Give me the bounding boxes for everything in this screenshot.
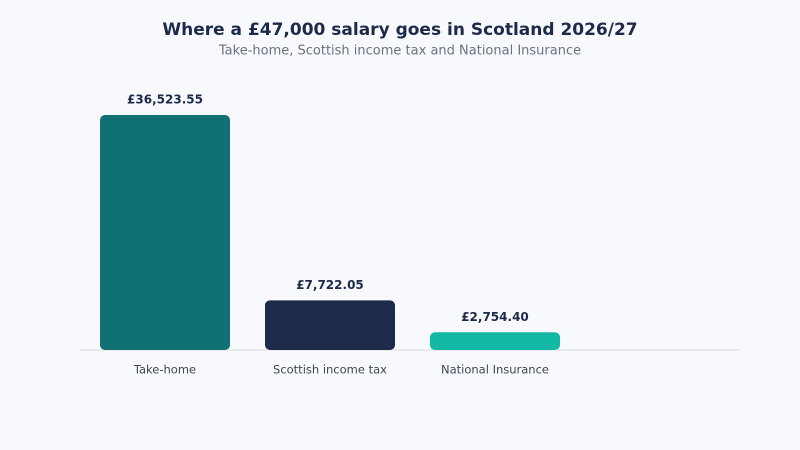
bar: [430, 332, 560, 350]
value-label: £2,754.40: [461, 310, 529, 324]
x-tick-label: National Insurance: [441, 363, 549, 377]
value-label: £7,722.05: [296, 278, 364, 292]
x-tick-label: Take-home: [133, 363, 196, 377]
value-label: £36,523.55: [127, 93, 203, 107]
chart-subtitle: Take-home, Scottish income tax and Natio…: [218, 44, 581, 59]
bar: [265, 300, 395, 350]
x-tick-label: Scottish income tax: [273, 363, 387, 377]
bar: [100, 115, 230, 350]
chart-title: Where a £47,000 salary goes in Scotland …: [162, 20, 637, 40]
